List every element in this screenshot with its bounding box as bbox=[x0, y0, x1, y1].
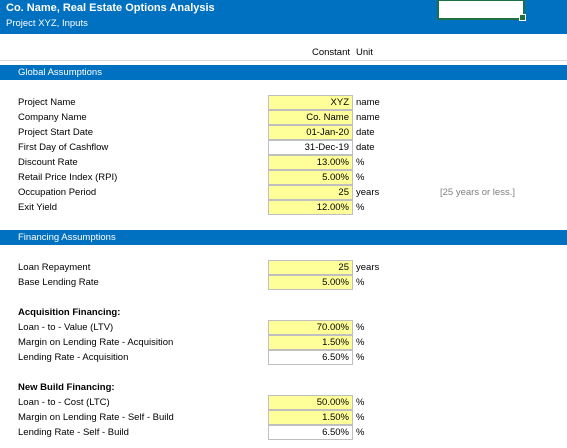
row-label: Margin on Lending Rate - Acquisition bbox=[18, 337, 174, 348]
unit-label: name bbox=[356, 97, 380, 108]
row-label: Lending Rate - Self - Build bbox=[18, 427, 129, 438]
row-label: Exit Yield bbox=[18, 202, 58, 213]
input-cell[interactable]: Co. Name bbox=[268, 110, 353, 125]
unit-label: % bbox=[356, 322, 365, 333]
input-cell[interactable]: 01-Jan-20 bbox=[268, 125, 353, 140]
header-bar: Co. Name, Real Estate Options Analysis P… bbox=[0, 0, 567, 34]
input-cell[interactable]: 1.50% bbox=[268, 410, 353, 425]
unit-label: date bbox=[356, 142, 375, 153]
input-cell: 6.50% bbox=[268, 425, 353, 440]
unit-label: years bbox=[356, 187, 380, 198]
note: [25 years or less.] bbox=[440, 187, 515, 198]
unit-label: % bbox=[356, 337, 365, 348]
unit-label: % bbox=[356, 352, 365, 363]
section-header: Financing Assumptions bbox=[0, 230, 567, 245]
unit-label: name bbox=[356, 112, 380, 123]
input-cell[interactable]: 12.00% bbox=[268, 200, 353, 215]
row-label: Project Start Date bbox=[18, 127, 93, 138]
unit-label: % bbox=[356, 277, 365, 288]
row-label: Occupation Period bbox=[18, 187, 97, 198]
row-label: Loan Repayment bbox=[18, 262, 91, 273]
subtitle: Project XYZ, Inputs bbox=[6, 18, 88, 29]
row-label: Company Name bbox=[18, 112, 87, 123]
unit-label: date bbox=[356, 127, 375, 138]
input-cell[interactable]: 5.00% bbox=[268, 275, 353, 290]
title: Co. Name, Real Estate Options Analysis bbox=[6, 2, 215, 14]
input-cell: 6.50% bbox=[268, 350, 353, 365]
row-label: Discount Rate bbox=[18, 157, 78, 168]
input-cell[interactable]: XYZ bbox=[268, 95, 353, 110]
unit-label: years bbox=[356, 262, 380, 273]
unit-label: % bbox=[356, 427, 365, 438]
input-cell[interactable]: 13.00% bbox=[268, 155, 353, 170]
row-label: Lending Rate - Acquisition bbox=[18, 352, 129, 363]
input-cell[interactable]: 50.00% bbox=[268, 395, 353, 410]
row-label: Loan - to - Value (LTV) bbox=[18, 322, 114, 333]
unit-label: % bbox=[356, 157, 365, 168]
divider bbox=[0, 60, 567, 61]
row-label: Margin on Lending Rate - Self - Build bbox=[18, 412, 174, 423]
input-cell: 31-Dec-19 bbox=[268, 140, 353, 155]
row-label: Base Lending Rate bbox=[18, 277, 99, 288]
input-cell[interactable]: 1.50% bbox=[268, 335, 353, 350]
unit-label: % bbox=[356, 412, 365, 423]
input-cell[interactable]: 5.00% bbox=[268, 170, 353, 185]
unit-label: % bbox=[356, 202, 365, 213]
input-cell[interactable]: 70.00% bbox=[268, 320, 353, 335]
unit-label: % bbox=[356, 172, 365, 183]
column-header: Unit bbox=[356, 47, 373, 58]
fill-handle[interactable] bbox=[519, 14, 526, 21]
selected-cell[interactable] bbox=[437, 0, 525, 20]
row-label: Loan - to - Cost (LTC) bbox=[18, 397, 110, 408]
row-label: Project Name bbox=[18, 97, 76, 108]
group-heading: Acquisition Financing: bbox=[18, 307, 121, 318]
section-header: Global Assumptions bbox=[0, 65, 567, 80]
input-cell[interactable]: 25 bbox=[268, 185, 353, 200]
row-label: Retail Price Index (RPI) bbox=[18, 172, 118, 183]
input-cell[interactable]: 25 bbox=[268, 260, 353, 275]
group-heading: New Build Financing: bbox=[18, 382, 115, 393]
row-label: First Day of Cashflow bbox=[18, 142, 109, 153]
column-header: Constant bbox=[311, 47, 350, 58]
unit-label: % bbox=[356, 397, 365, 408]
